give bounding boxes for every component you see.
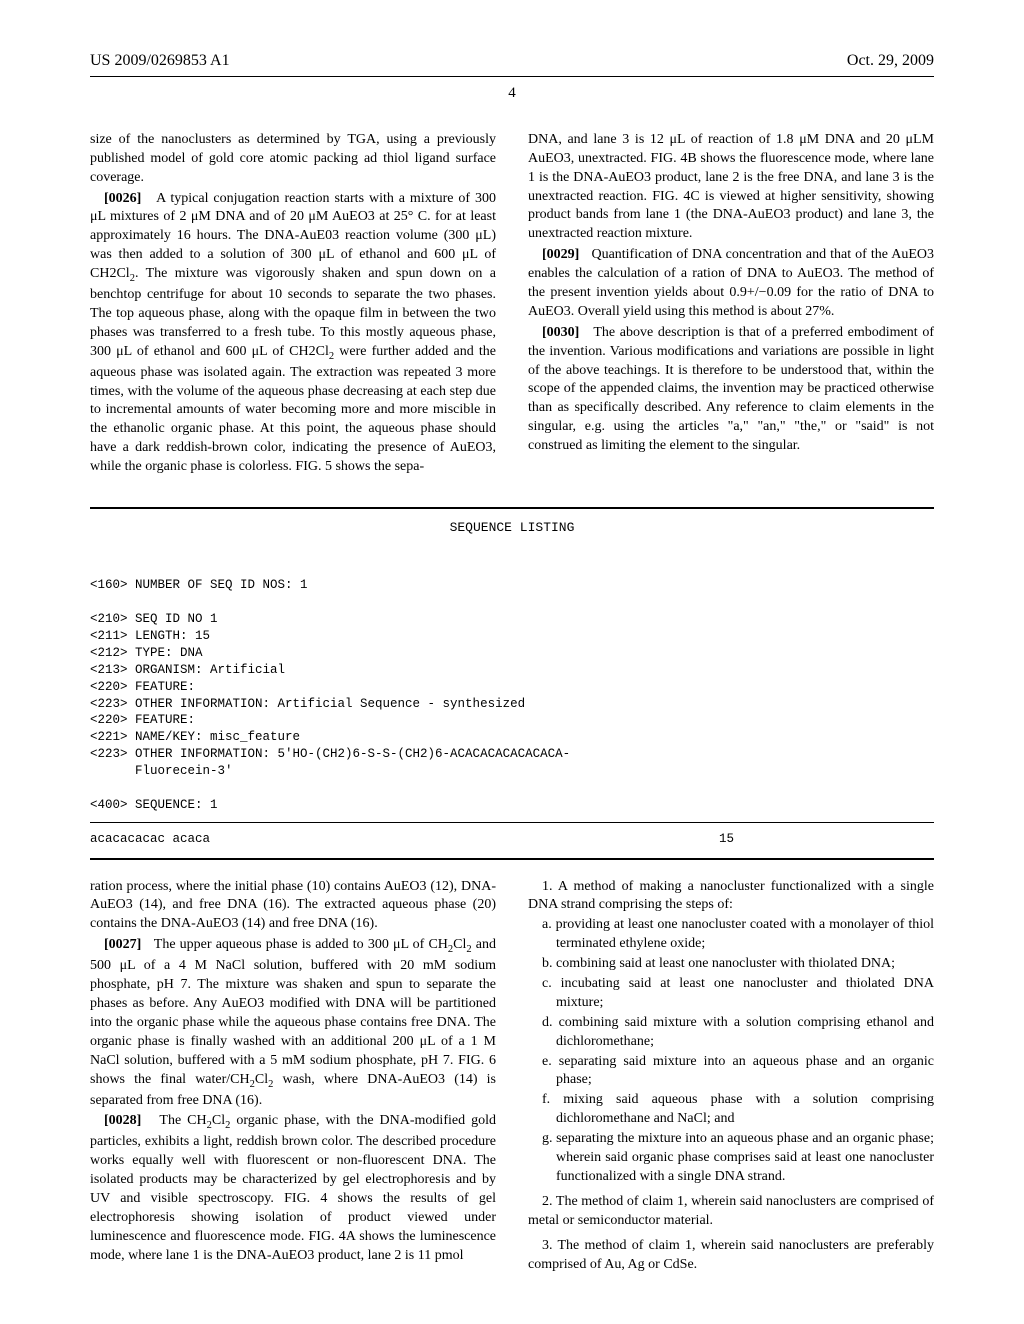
sequence-listing-title: SEQUENCE LISTING: [90, 519, 934, 537]
seq-line: <220> FEATURE:: [90, 680, 195, 694]
chem: Cl: [453, 937, 466, 952]
claim-3: 3. The method of claim 1, wherein said n…: [528, 1237, 934, 1275]
seq-line: <220> FEATURE:: [90, 713, 195, 727]
sequence-text: acacacacac acaca: [90, 831, 210, 848]
para-label: [0026]: [104, 191, 141, 206]
claim-step-e: e. separating said mixture into an aqueo…: [528, 1053, 934, 1091]
chem: Cl: [316, 344, 329, 359]
left-column: size of the nanoclusters as determined b…: [90, 131, 496, 479]
claims-column: 1. A method of making a nanocluster func…: [528, 878, 934, 1275]
para-continuation-ll: ration process, where the initial phase …: [90, 878, 496, 935]
para-label: [0028]: [104, 1113, 141, 1128]
claim-step-g: g. separating the mixture into an aqueou…: [528, 1130, 934, 1187]
para-text-b: and 500 μL of a 4 M NaCl solution, buffe…: [90, 937, 496, 1086]
patent-date: Oct. 29, 2009: [847, 50, 934, 72]
chem: Cl: [255, 1072, 268, 1087]
seq-line: <223> OTHER INFORMATION: 5'HO-(CH2)6-S-S…: [90, 747, 570, 761]
para-text-b: organic phase, with the DNA-modified gol…: [90, 1113, 496, 1262]
claim-step-c: c. incubating said at least one nanoclus…: [528, 975, 934, 1013]
claim-step-f: f. mixing said aqueous phase with a solu…: [528, 1091, 934, 1129]
page-number: 4: [90, 83, 934, 103]
para-text-c: were further added and the aqueous phase…: [90, 344, 496, 474]
para-0027: [0027] The upper aqueous phase is added …: [90, 936, 496, 1110]
claim-step-b: b. combining said at least one nanoclust…: [528, 955, 934, 974]
lower-columns: ration process, where the initial phase …: [90, 878, 934, 1275]
seq-line: <211> LENGTH: 15: [90, 629, 210, 643]
para-text-a: The upper aqueous phase is added to 300 …: [154, 937, 448, 952]
para-continuation-r: DNA, and lane 3 is 12 μL of reaction of …: [528, 131, 934, 244]
para-0030: [0030] The above description is that of …: [528, 324, 934, 456]
right-column: DNA, and lane 3 is 12 μL of reaction of …: [528, 131, 934, 479]
seq-line: Fluorecein-3': [90, 764, 233, 778]
claim-intro: 1. A method of making a nanocluster func…: [528, 878, 934, 916]
para-label: [0030]: [542, 325, 579, 340]
patent-docket: US 2009/0269853 A1: [90, 50, 230, 72]
seq-line: <210> SEQ ID NO 1: [90, 612, 218, 626]
seq-divider: [90, 822, 934, 823]
sequence-number: 15: [719, 831, 934, 848]
para-0029: [0029] Quantification of DNA concentrati…: [528, 246, 934, 322]
sequence-block: <160> NUMBER OF SEQ ID NOS: 1 <210> SEQ …: [90, 561, 934, 814]
sequence-data-row: acacacacac acaca 15: [90, 831, 934, 848]
para-continuation: size of the nanoclusters as determined b…: [90, 131, 496, 188]
claim-2: 2. The method of claim 1, wherein said n…: [528, 1193, 934, 1231]
claim-step-d: d. combining said mixture with a solutio…: [528, 1014, 934, 1052]
sub: 2: [309, 344, 316, 359]
seq-line: <400> SEQUENCE: 1: [90, 798, 218, 812]
seq-line: <221> NAME/KEY: misc_feature: [90, 730, 300, 744]
upper-columns: size of the nanoclusters as determined b…: [90, 131, 934, 479]
seq-line: <213> ORGANISM: Artificial: [90, 663, 285, 677]
seq-line: <212> TYPE: DNA: [90, 646, 203, 660]
para-text: Quantification of DNA concentration and …: [528, 247, 934, 319]
claim-1: 1. A method of making a nanocluster func…: [528, 878, 934, 1187]
para-label: [0029]: [542, 247, 579, 262]
page-header: US 2009/0269853 A1 Oct. 29, 2009: [90, 50, 934, 77]
chem: Cl: [116, 266, 129, 281]
sequence-listing-section: SEQUENCE LISTING <160> NUMBER OF SEQ ID …: [90, 507, 934, 860]
para-0026: [0026] A typical conjugation reaction st…: [90, 190, 496, 478]
chem: Cl: [212, 1113, 225, 1128]
seq-line: <223> OTHER INFORMATION: Artificial Sequ…: [90, 697, 525, 711]
para-0028: [0028] The CH2Cl2 organic phase, with th…: [90, 1112, 496, 1265]
lower-left-column: ration process, where the initial phase …: [90, 878, 496, 1275]
para-label: [0027]: [104, 937, 141, 952]
para-text: The above description is that of a prefe…: [528, 325, 934, 453]
claim-step-a: a. providing at least one nanocluster co…: [528, 916, 934, 954]
seq-line: <160> NUMBER OF SEQ ID NOS: 1: [90, 578, 308, 592]
para-text-a: The CH: [159, 1113, 206, 1128]
